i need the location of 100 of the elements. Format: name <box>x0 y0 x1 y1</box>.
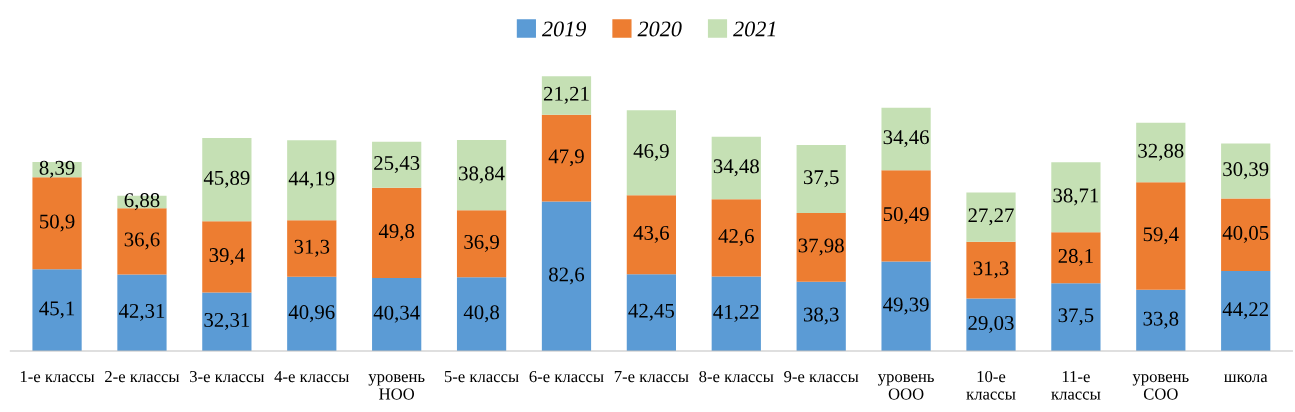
bar <box>372 141 422 188</box>
data-label: 27,27 <box>968 208 1014 226</box>
data-label: 46,9 <box>633 143 669 161</box>
bar <box>966 192 1016 242</box>
bar <box>202 292 252 352</box>
data-label: 6,88 <box>124 193 160 211</box>
bar <box>881 261 931 352</box>
data-label: 44,19 <box>288 171 335 189</box>
legend-label: 2021 <box>733 21 776 37</box>
x-tick-label: 1-е классы <box>20 371 95 383</box>
legend-label: 2020 <box>637 21 682 37</box>
data-label: 38,71 <box>1053 188 1099 206</box>
x-tick-label: 6-е классы <box>529 371 604 383</box>
data-label: 31,3 <box>973 261 1009 279</box>
data-label: 32,31 <box>204 312 250 330</box>
bar <box>711 276 761 352</box>
bar <box>372 187 422 278</box>
data-label: 31,3 <box>294 239 330 257</box>
bar <box>966 241 1016 299</box>
data-label: 47,9 <box>548 149 584 167</box>
data-label: 40,05 <box>1222 225 1269 243</box>
x-tick-label: школа <box>1224 374 1268 383</box>
data-label: 41,22 <box>713 304 759 322</box>
data-label: 49,8 <box>378 224 415 242</box>
bar <box>541 201 592 352</box>
x-tick-label: 7-е классы <box>614 371 689 383</box>
bar <box>796 281 846 352</box>
data-label: 50,49 <box>883 207 929 225</box>
data-label: 32,88 <box>1138 143 1184 161</box>
x-tick-label: 10-е классы <box>966 370 1016 400</box>
data-label: 37,5 <box>1058 308 1094 326</box>
data-label: 30,39 <box>1223 162 1269 180</box>
data-label: 29,03 <box>968 315 1014 333</box>
data-label: 34,46 <box>883 130 929 148</box>
bar <box>117 274 167 352</box>
data-label: 45,1 <box>39 301 75 319</box>
data-label: 42,31 <box>118 303 165 321</box>
data-label: 21,21 <box>543 86 589 104</box>
data-label: 8,39 <box>39 160 75 178</box>
data-label: 37,5 <box>803 170 839 188</box>
bar <box>117 208 167 275</box>
bar <box>796 212 846 282</box>
x-tick-label: уровень ООО <box>877 374 934 400</box>
data-label: 42,6 <box>718 229 754 247</box>
bar <box>796 145 846 213</box>
data-label: 28,1 <box>1058 248 1093 266</box>
bar <box>881 170 931 262</box>
bar <box>456 140 507 211</box>
data-label: 50,9 <box>40 214 75 232</box>
data-label: 40,96 <box>288 305 335 323</box>
bar <box>372 277 422 352</box>
x-tick-label: 3-е классы <box>190 371 265 383</box>
bar <box>1221 198 1271 271</box>
x-tick-label: уровень НОО <box>368 374 425 400</box>
x-tick-label: 2-е классы <box>105 371 180 383</box>
data-label: 59,4 <box>1143 227 1179 245</box>
x-tick-label: 9-е классы <box>784 371 859 383</box>
x-tick-label: 11-е классы <box>1051 371 1101 400</box>
bar <box>1136 122 1186 183</box>
bar <box>626 274 677 352</box>
bar <box>1221 143 1271 199</box>
data-label: 45,89 <box>203 170 250 188</box>
bar <box>32 269 82 352</box>
bar <box>1051 162 1101 233</box>
bar <box>711 199 761 277</box>
bar <box>881 107 931 171</box>
data-label: 43,6 <box>633 225 669 243</box>
data-label: 25,43 <box>374 156 420 174</box>
bar <box>1221 270 1271 352</box>
data-label: 82,6 <box>549 267 585 285</box>
data-label: 49,39 <box>883 297 929 315</box>
bar <box>287 220 337 277</box>
data-label: 36,6 <box>124 232 160 250</box>
x-tick-label: 8-е классы <box>699 370 774 383</box>
x-tick-label: 5-е классы <box>444 371 519 383</box>
data-label: 33,8 <box>1143 311 1179 329</box>
bar <box>202 138 252 222</box>
bar <box>1051 283 1101 352</box>
data-label: 39,4 <box>209 248 245 266</box>
x-tick-label: уровень СОО <box>1132 374 1189 400</box>
data-label: 40,8 <box>463 305 500 323</box>
bar <box>456 210 507 278</box>
bar <box>1136 289 1186 352</box>
bar <box>1051 232 1101 284</box>
bar <box>626 110 677 196</box>
x-tick-label: 4-е классы <box>274 371 349 383</box>
bar <box>966 298 1016 352</box>
bar <box>287 140 337 221</box>
bar <box>287 276 337 352</box>
data-label: 34,48 <box>713 159 759 177</box>
bar <box>711 136 761 200</box>
data-label: 44,22 <box>1222 302 1268 320</box>
data-label: 36,9 <box>464 234 499 252</box>
bar <box>541 114 592 202</box>
bar <box>1136 182 1186 290</box>
data-label: 38,3 <box>803 307 839 325</box>
data-label: 40,34 <box>373 305 420 323</box>
data-label: 37,98 <box>798 238 844 256</box>
data-label: 38,84 <box>459 166 505 184</box>
bar <box>456 277 507 352</box>
